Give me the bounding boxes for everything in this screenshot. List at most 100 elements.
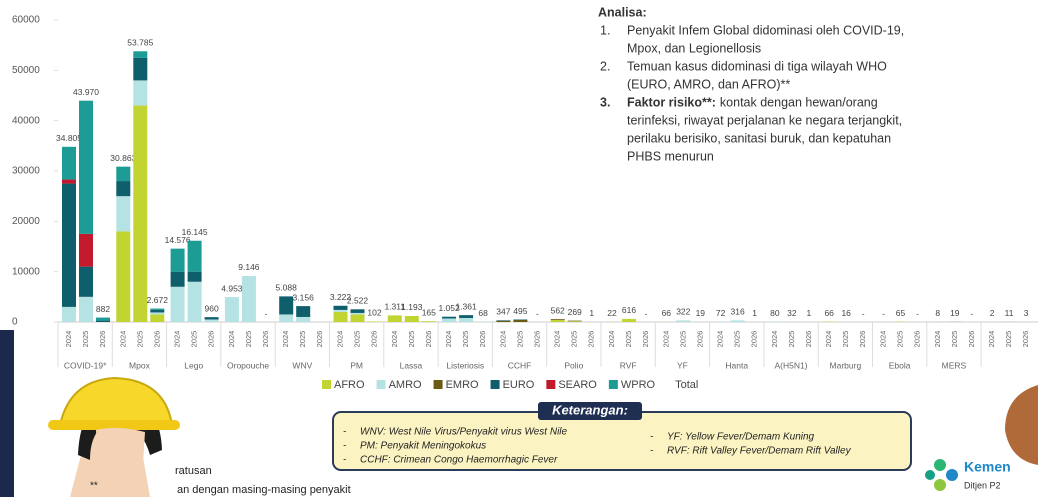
group-label: Marburg — [830, 360, 862, 370]
legend-label: Total — [675, 379, 698, 391]
analysis-title: Analisa: — [598, 5, 647, 19]
bullet: - — [650, 446, 654, 457]
group-label: Oropouche — [227, 360, 269, 370]
analysis-number: 3. — [600, 95, 610, 109]
total-label: 102 — [367, 308, 381, 318]
x-tick-label: 2025 — [461, 331, 470, 348]
x-tick-label: 2024 — [118, 331, 127, 348]
bullet: - — [343, 455, 347, 466]
x-tick-label: 2024 — [64, 331, 73, 348]
bar-segment — [550, 319, 565, 322]
x-tick-label: 2024 — [716, 331, 725, 348]
bullet: - — [650, 432, 654, 443]
legend-swatch — [433, 380, 443, 389]
bar-segment — [170, 286, 185, 322]
legend-box-title: Keterangan: — [552, 402, 628, 417]
bar-segment — [333, 311, 348, 322]
bar-segment — [116, 231, 131, 322]
legend-swatch — [546, 380, 556, 389]
x-tick-label: 2025 — [678, 331, 687, 348]
bar-segment — [459, 315, 474, 318]
analysis-line: perilaku berisiko, sanitasi buruk, dan k… — [627, 131, 891, 145]
bar-segment — [567, 320, 582, 322]
plot: 0 10000 20000 30000 40000 50000 60000 COVID-19*… — [12, 15, 1038, 391]
total-label: 32 — [787, 308, 797, 318]
bar-segment — [170, 271, 185, 287]
group-label: Polio — [564, 360, 583, 370]
x-tick-label: 2024 — [878, 331, 887, 348]
bar-segment — [116, 181, 131, 197]
total-label: 1.193 — [401, 302, 423, 312]
x-tick-label: 2024 — [553, 331, 562, 348]
total-label: 165 — [422, 307, 436, 317]
x-tick-label: 2025 — [81, 331, 90, 348]
x-tick-label: 2024 — [498, 331, 507, 348]
legend-box-items: - WNV: West Nile Virus/Penyakit virus Wes… — [343, 427, 852, 466]
x-tick-label: 2024 — [661, 331, 670, 348]
note-line: ratusan — [175, 465, 212, 477]
group-label: Ebola — [889, 360, 911, 370]
legend-swatch — [376, 380, 386, 389]
analysis-line: Mpox, dan Legionellosis — [627, 41, 761, 55]
y-tick-label: 0 — [12, 317, 18, 328]
x-tick-label: 2025 — [352, 331, 361, 348]
bar-segment — [296, 306, 311, 317]
group-label: CCHF — [508, 360, 532, 370]
bullet: - — [343, 441, 347, 452]
x-tick-label: 2026 — [369, 331, 378, 348]
legend-label: AMRO — [389, 379, 422, 391]
y-tick-label: 10000 — [12, 266, 40, 277]
bar-segment — [116, 166, 131, 182]
bar-segment — [404, 315, 419, 322]
analysis-line: Temuan kasus didominasi di tiga wilayah … — [627, 59, 887, 73]
total-label: 8 — [935, 308, 940, 318]
x-tick-label: 2025 — [950, 331, 959, 348]
total-label: 9.146 — [238, 262, 260, 272]
total-label: 80 — [770, 308, 780, 318]
hair-illustration — [1005, 385, 1038, 465]
bar-segment — [116, 196, 131, 232]
bar-segment — [676, 320, 691, 322]
total-label: 616 — [622, 305, 636, 315]
legend-label: EURO — [503, 379, 535, 391]
x-tick-label: 2025 — [244, 331, 253, 348]
bar-segment — [133, 57, 148, 81]
total-label: 1.361 — [455, 301, 477, 311]
group-label: COVID-19* — [64, 360, 107, 370]
total-label: 316 — [731, 307, 745, 317]
bar-segment — [79, 100, 93, 234]
bar-segment — [150, 314, 165, 322]
total-label: 960 — [205, 303, 219, 313]
total-label: 2.522 — [347, 296, 369, 306]
x-tick-label: 2025 — [895, 331, 904, 348]
bar-segment — [187, 271, 202, 282]
x-tick-label: 2026 — [804, 331, 813, 348]
bar-segment — [79, 296, 93, 322]
total-label: 3 — [1024, 308, 1029, 318]
x-tick-label: 2026 — [858, 331, 867, 348]
bar-segment — [350, 309, 365, 313]
x-tick-label: 2026 — [424, 331, 433, 348]
total-label: 5.088 — [276, 283, 298, 293]
legend-box-item: PM: Penyakit Meningokokus — [360, 441, 486, 452]
bar-segment — [622, 318, 636, 322]
total-label: 66 — [662, 308, 672, 318]
bar-segment — [62, 179, 76, 184]
bar-segment — [442, 316, 457, 319]
note-line: an dengan masing-masing penyakit — [177, 484, 351, 496]
analysis-number: 1. — [600, 23, 610, 37]
total-label: 16.145 — [182, 227, 208, 237]
x-tick-label: 2025 — [624, 331, 633, 348]
x-tick-label: 2026 — [152, 331, 161, 348]
group-label: A(H5N1) — [775, 360, 808, 370]
total-label: 14.576 — [165, 235, 191, 245]
bar-segment — [421, 321, 436, 322]
total-label: 3.156 — [293, 292, 315, 302]
total-label: - — [536, 308, 539, 318]
x-tick-label: 2024 — [227, 331, 236, 348]
legend-box-item: YF: Yellow Fever/Demam Kuning — [667, 432, 815, 443]
bar-segment — [333, 309, 348, 312]
bar-segment — [730, 320, 745, 322]
bar-segment — [241, 275, 256, 322]
